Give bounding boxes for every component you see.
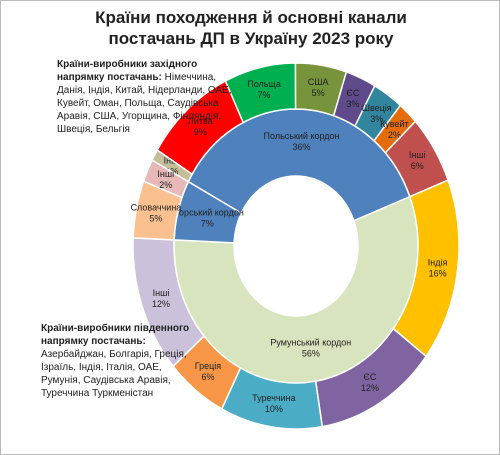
category-label: Польща: [247, 79, 281, 89]
value-label: 2%: [388, 130, 401, 140]
annotation-heading: Країни-виробники південного напрямку пос…: [41, 323, 190, 347]
category-label: Інші: [153, 288, 170, 298]
category-label: Польський кордон: [264, 132, 340, 142]
value-label: 10%: [265, 404, 283, 414]
value-label: 7%: [258, 90, 271, 100]
annotation-text: Німеччина, Данія, Індія, Китай, Нідерлан…: [57, 72, 232, 135]
value-label: 2%: [159, 180, 172, 190]
category-label: США: [308, 77, 329, 87]
data-label: Швеція 3%: [362, 103, 392, 124]
data-label: Індія 16%: [428, 258, 448, 279]
data-label: Кувейт 2%: [380, 119, 409, 140]
data-label: Інші 12%: [152, 288, 170, 309]
data-label: Інші 2%: [157, 169, 174, 190]
category-label: Румунський кордон: [270, 338, 351, 348]
value-label: 5%: [149, 214, 162, 224]
category-label: ЄС: [346, 89, 359, 99]
data-label: Інші 6%: [409, 151, 426, 172]
data-label: Словаччина 5%: [131, 203, 182, 224]
category-label: Угорський кордон: [171, 208, 244, 218]
value-label: 5%: [312, 88, 325, 98]
category-label: Греція: [195, 361, 222, 371]
category-label: Швеція: [362, 103, 392, 113]
data-label: ЄС 12%: [361, 372, 379, 393]
data-label: Литва 9%: [188, 116, 213, 137]
data-label: Польський кордон 36%: [264, 132, 340, 153]
category-label: ЄС: [363, 372, 376, 382]
category-label: Литва: [188, 116, 213, 126]
data-label: ЄС 3%: [346, 89, 359, 110]
value-label: 7%: [201, 219, 214, 229]
value-label: 56%: [302, 349, 320, 359]
value-label: 16%: [429, 269, 447, 279]
value-label: 9%: [194, 127, 207, 137]
annotation: Країни-виробники західного напрямку пост…: [57, 58, 232, 136]
data-label: США 5%: [308, 77, 329, 98]
value-label: 3%: [370, 114, 383, 124]
value-label: 6%: [411, 162, 424, 172]
data-label: Туреччина 10%: [252, 393, 295, 414]
annotation-text: Азербайджан, Болгарія, Греція, Ізраїль, …: [41, 349, 187, 399]
chart-title: Країни походження й основні канали поста…: [95, 8, 407, 48]
data-label: Угорський кордон 7%: [171, 208, 244, 229]
annotation-heading: Країни-виробники західного напрямку пост…: [57, 59, 198, 83]
value-label: 12%: [152, 299, 170, 309]
value-label: 12%: [361, 383, 379, 393]
category-label: Кувейт: [380, 119, 409, 129]
data-label: Польща 7%: [247, 79, 281, 100]
annotation: Країни-виробники південного напрямку пос…: [41, 322, 191, 400]
data-label: Румунський кордон 56%: [270, 338, 351, 359]
data-label: Греція 6%: [195, 361, 222, 382]
value-label: 6%: [201, 372, 214, 382]
value-label: 3%: [346, 100, 359, 110]
category-label: Інші: [409, 151, 426, 161]
outer-slice: [142, 159, 190, 199]
category-label: Туреччина: [252, 393, 295, 403]
category-label: Словаччина: [131, 203, 182, 213]
value-label: 36%: [293, 143, 311, 153]
category-label: Індія: [428, 258, 448, 268]
category-label: Інші: [157, 169, 174, 179]
